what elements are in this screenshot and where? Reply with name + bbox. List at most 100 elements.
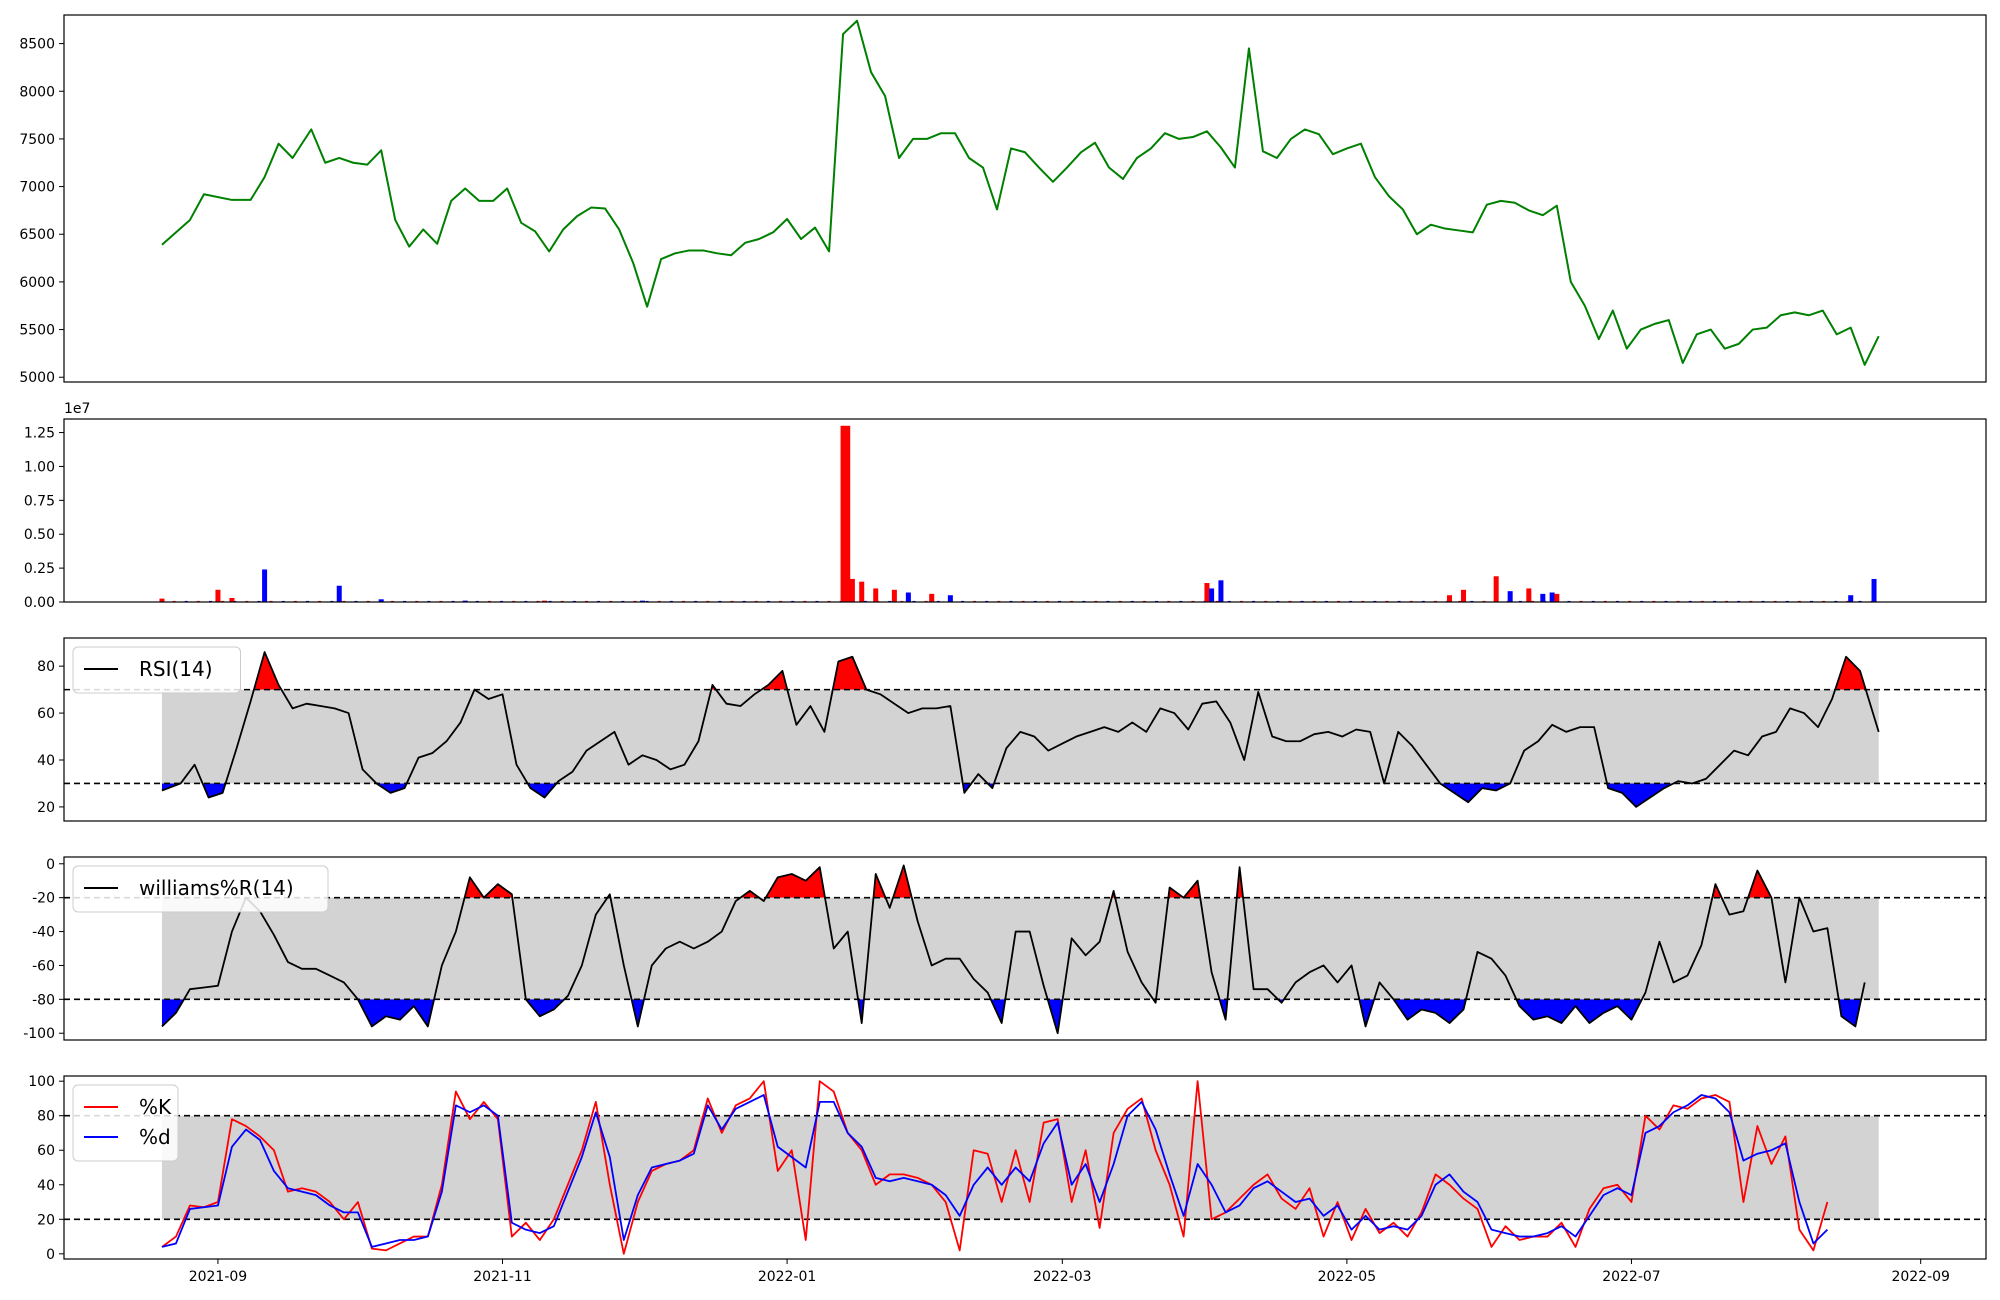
y-tick-label: 7000 — [19, 180, 55, 196]
y-tick-label: -100 — [23, 1026, 55, 1042]
volume-bar — [229, 597, 235, 602]
oversold-fill — [202, 783, 226, 798]
y-tick-label: 20 — [37, 1212, 55, 1228]
y-tick-label: 1.00 — [24, 459, 55, 475]
volume-bar — [859, 581, 865, 602]
legend-label: %K — [139, 1095, 172, 1119]
x-tick-label: 2022-05 — [1318, 1269, 1377, 1285]
volume-panel: 0.00 0.25 0.50 0.75 1.00 1.25 1e7 — [24, 401, 1987, 611]
rsi-panel: 20 40 60 80 RSI(14) — [37, 637, 1987, 822]
overbought-fill — [740, 890, 760, 898]
volume-bar — [159, 598, 165, 602]
axes-frame — [63, 14, 1987, 383]
oversold-fill — [1838, 999, 1862, 1027]
y-tick-label: 60 — [37, 1143, 55, 1159]
volume-bar — [1493, 576, 1499, 602]
volume-bar — [1848, 595, 1854, 602]
legend-box — [72, 865, 329, 913]
x-tick-label: 2021-09 — [189, 1269, 248, 1285]
RSI(14)-line — [161, 651, 1880, 808]
overbought-fill — [832, 656, 867, 690]
neutral-band — [161, 689, 1879, 784]
y-tick-label: -80 — [32, 992, 55, 1008]
volume-bar — [947, 595, 953, 602]
volume-bar — [1204, 583, 1210, 602]
overbought-fill — [483, 884, 513, 898]
volume-bar — [891, 589, 897, 602]
%K-line — [161, 1080, 1829, 1255]
volume-bar — [1540, 593, 1546, 602]
neutral-band — [161, 897, 1879, 1000]
volume-bar — [845, 425, 851, 602]
y-tick-label: 80 — [37, 659, 55, 675]
y-tick-label: 7500 — [19, 132, 55, 148]
oversold-fill — [161, 999, 184, 1027]
overbought-fill — [1835, 656, 1866, 690]
y-tick-label: 40 — [37, 753, 55, 769]
y-tick-label: 0 — [46, 1247, 55, 1263]
legend-box — [72, 1084, 179, 1162]
volume-bar — [1549, 592, 1555, 602]
y-tick-label: 8500 — [19, 37, 55, 53]
oversold-fill — [1440, 783, 1511, 803]
oversold-fill — [1607, 783, 1674, 807]
axes-frame — [63, 856, 1987, 1041]
y-tick-label: 20 — [37, 800, 55, 816]
axes-frame — [63, 1075, 1987, 1260]
oversold-fill — [357, 999, 435, 1027]
price-line — [161, 19, 1880, 366]
volume-bar — [929, 593, 935, 602]
oversold-fill — [376, 783, 407, 793]
oversold-fill — [631, 999, 645, 1027]
overbought-fill — [893, 865, 912, 898]
x-tick-label: 2022-01 — [758, 1269, 817, 1285]
volume-bar — [378, 599, 384, 602]
oversold-fill — [1359, 999, 1375, 1027]
overbought-fill — [253, 652, 282, 690]
y-tick-label: 0.75 — [24, 493, 55, 509]
legend-box — [72, 646, 241, 694]
volume-bar — [873, 588, 879, 602]
y-tick-label: 100 — [28, 1074, 55, 1090]
x-tick-label: 2022-07 — [1602, 1269, 1661, 1285]
y-tick-label: 5500 — [19, 323, 55, 339]
y-tick-label: 0.25 — [24, 561, 55, 577]
volume-bar — [1218, 580, 1224, 602]
volume-bar — [1461, 589, 1467, 602]
y-tick-label: -40 — [32, 925, 55, 941]
y-tick-label: 0.00 — [24, 595, 55, 611]
y-tick-label: 1.25 — [24, 426, 55, 442]
overbought-fill — [1748, 870, 1772, 898]
x-tick-label: 2022-09 — [1891, 1269, 1950, 1285]
volume-bar — [1447, 595, 1453, 602]
overbought-fill — [761, 670, 788, 690]
volume-bar — [849, 578, 855, 602]
x-tick-label: 2022-03 — [1033, 1269, 1092, 1285]
volume-bar — [542, 600, 547, 602]
volume-bar — [1871, 578, 1877, 602]
volume-bar — [1526, 588, 1532, 602]
volume-bar — [1209, 588, 1215, 602]
y-tick-label: 6000 — [19, 275, 55, 291]
volume-bar — [462, 600, 468, 602]
volume-bar — [1507, 591, 1513, 602]
volume-bar — [336, 585, 342, 602]
y-tick-label: 80 — [37, 1109, 55, 1125]
%d-line — [161, 1094, 1829, 1248]
oversold-fill — [1516, 999, 1642, 1024]
williams%R(14)-line — [161, 864, 1866, 1035]
volume-bar — [840, 425, 846, 602]
volume-bar — [215, 589, 221, 602]
oversold-fill — [525, 999, 565, 1017]
y-tick-label: 6500 — [19, 227, 55, 243]
y-tick-label: 0 — [46, 857, 55, 873]
overbought-fill — [765, 867, 825, 898]
y-tick-label: 5000 — [19, 370, 55, 386]
legend-label: williams%R(14) — [139, 876, 294, 900]
y-offset-label: 1e7 — [64, 401, 90, 417]
y-tick-label: 0.50 — [24, 527, 55, 543]
y-tick-label: 8000 — [19, 84, 55, 100]
y-tick-label: -60 — [32, 958, 55, 974]
